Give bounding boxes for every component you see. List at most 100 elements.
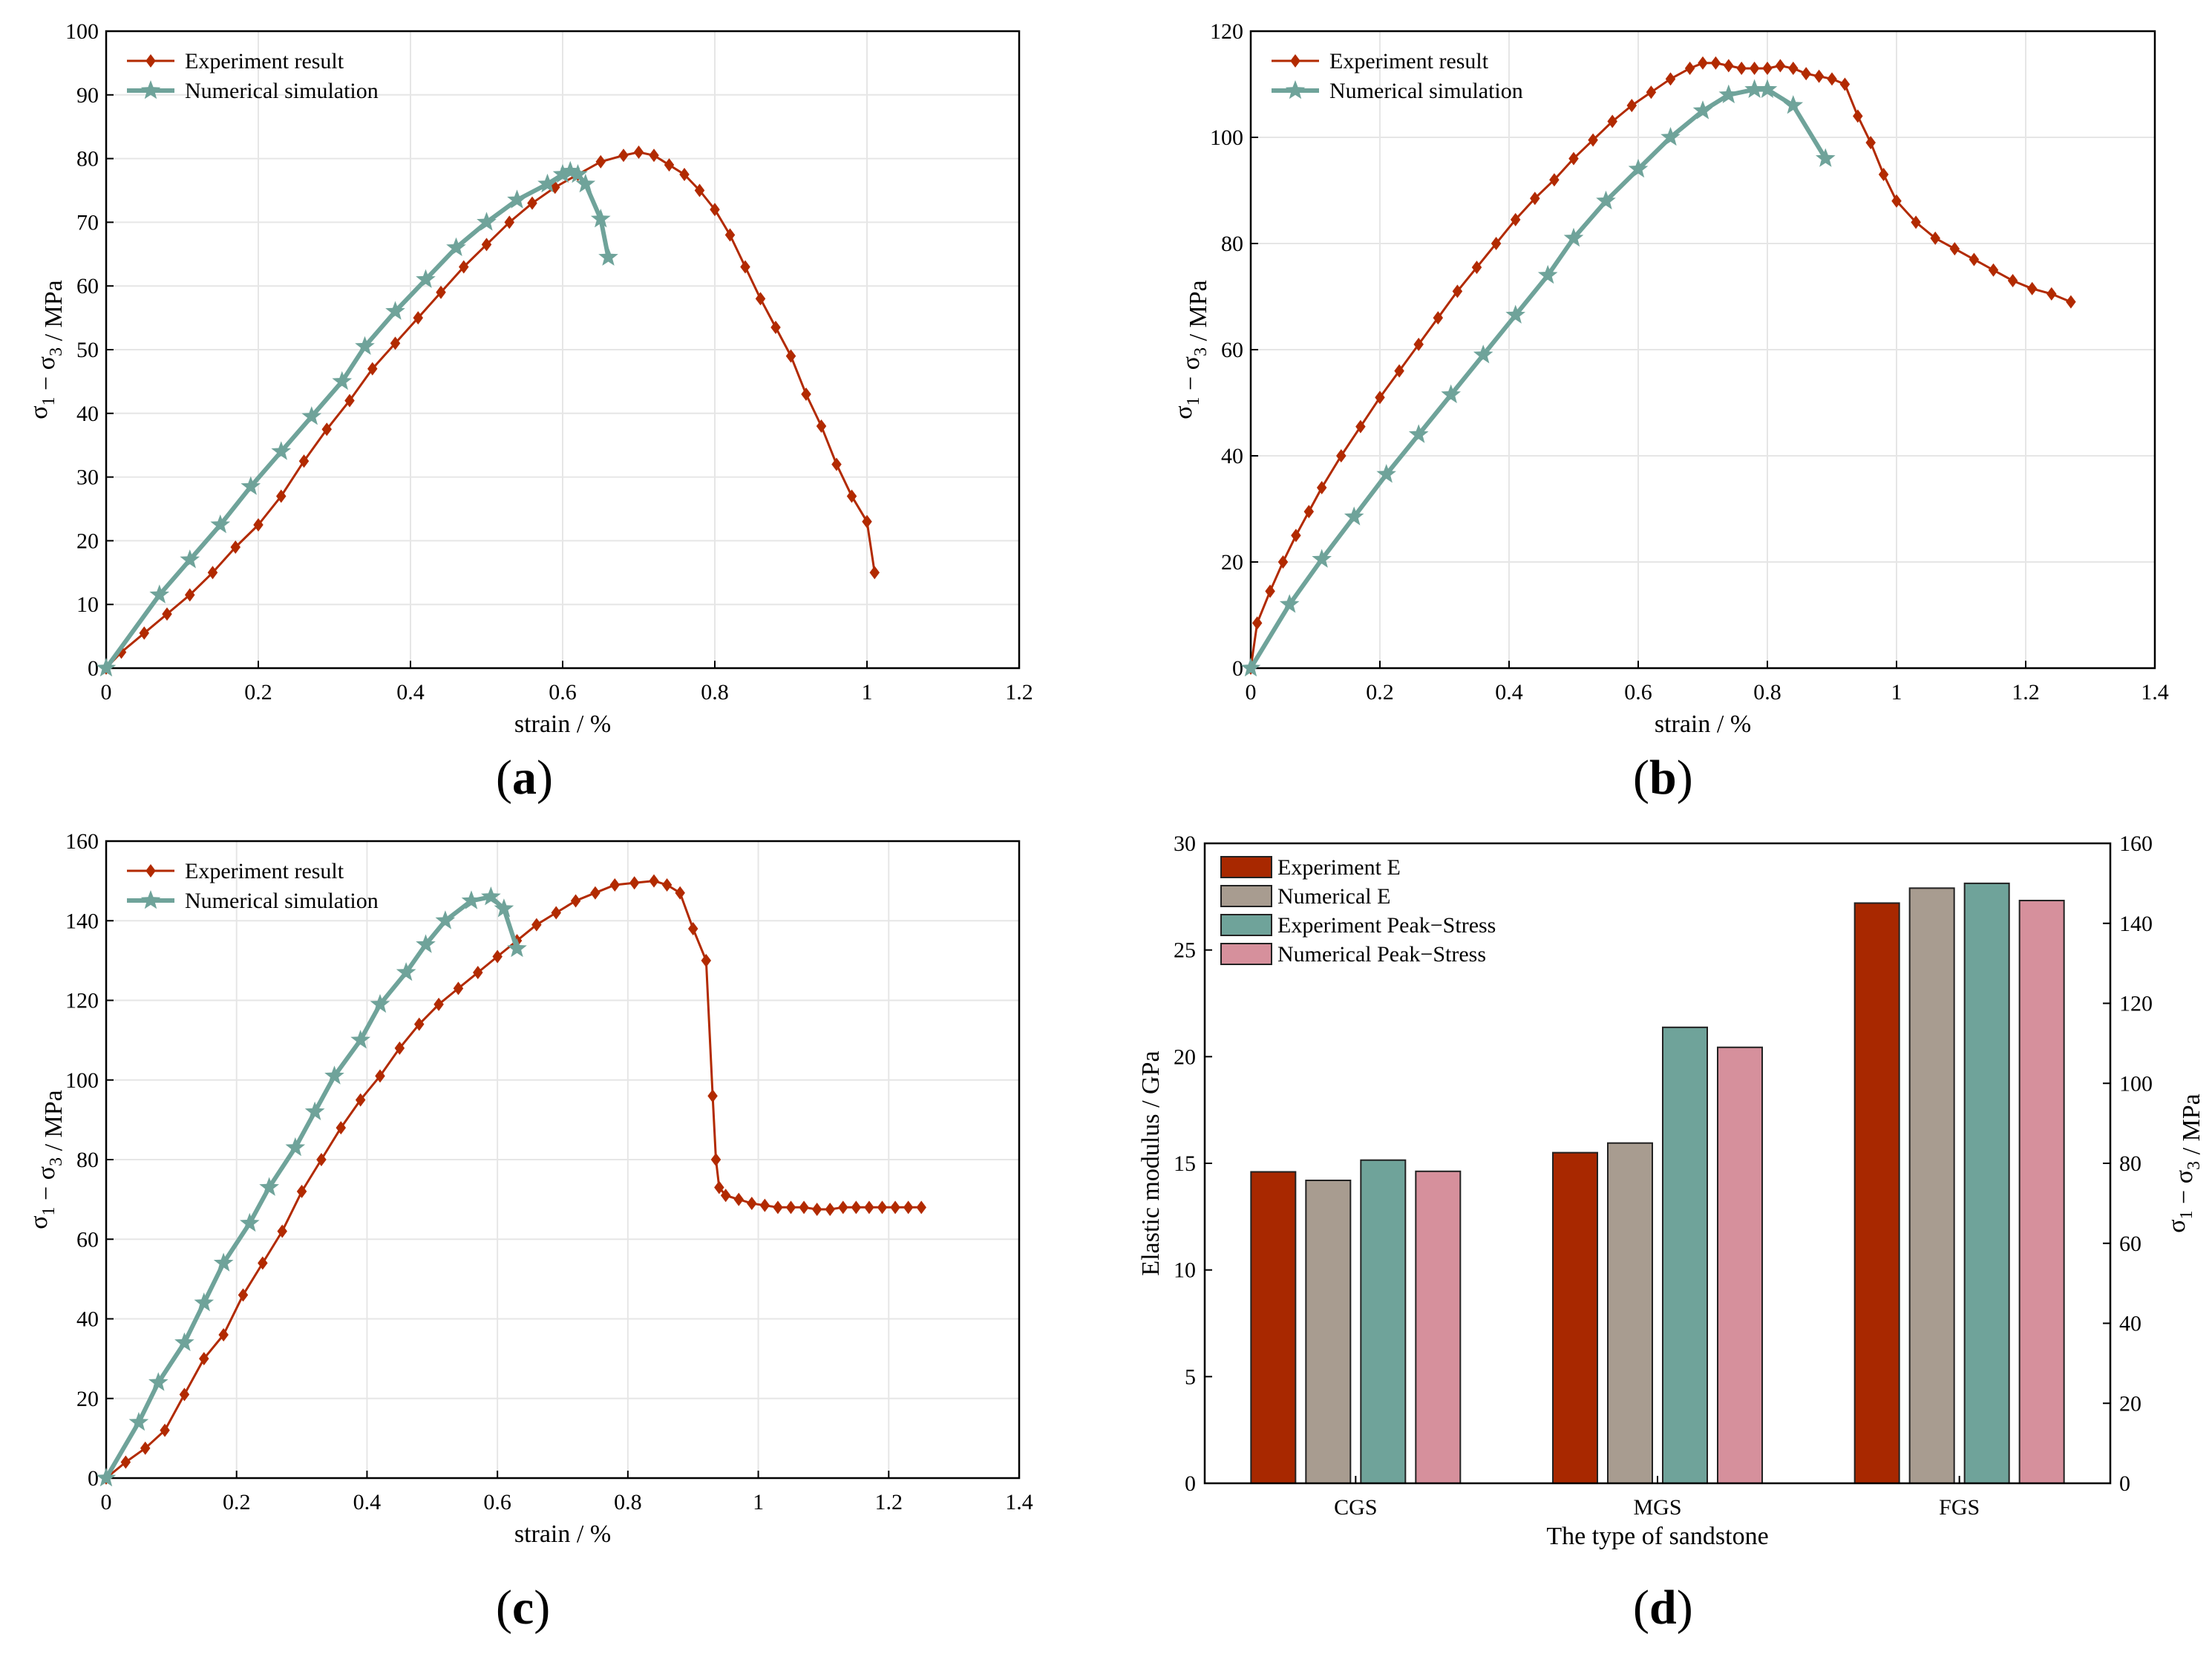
experiment-point: [1930, 231, 1940, 245]
bar-experiment-peak-stress: [1963, 882, 2010, 1484]
simulation-point: [1563, 227, 1584, 247]
y-tick-label: 30: [76, 465, 99, 490]
experiment-point: [199, 1352, 209, 1366]
experiment-point: [1698, 56, 1708, 70]
simulation-point: [481, 886, 501, 906]
bar-numerical-e: [1607, 1142, 1653, 1485]
panel-a-line-chart: 0 0.2 0.4 0.6 0.8 1 1.2 0 10 20 30 40 50 60 70 80 90 100 E…: [25, 19, 1033, 738]
x-tick-label: 0.4: [396, 680, 425, 705]
simulation-point: [1441, 384, 1461, 404]
x-axis-label: The type of sandstone: [1546, 1523, 1768, 1550]
x-tick-label: 1: [753, 1490, 764, 1514]
y-tick-label: 0: [88, 656, 99, 681]
panel-c-line-chart: 0 0.2 0.4 0.6 0.8 1 1.2 1.4 0 20 40 60 80 100 120 140 16…: [25, 829, 1033, 1548]
experiment-point: [1724, 59, 1734, 73]
caption-a: (a): [496, 751, 553, 805]
y-tick-label: 160: [65, 829, 99, 854]
experiment-point: [459, 260, 469, 274]
simulation-point: [1757, 79, 1778, 98]
x-axis-label: strain / %: [1655, 710, 1751, 738]
simulation-point: [1816, 148, 1836, 167]
experiment-point: [694, 183, 705, 197]
bar-numerical-e: [1305, 1179, 1352, 1485]
experiment-point: [1710, 56, 1721, 70]
experiment-point: [1568, 151, 1579, 166]
experiment-point: [701, 953, 712, 967]
y-tick-label: 0: [1185, 1471, 1196, 1496]
y-axis-label: σ1 − σ3 / MPa: [25, 280, 68, 419]
simulation-point: [507, 189, 527, 209]
y-right-tick-label: 80: [2119, 1151, 2141, 1176]
experiment-point: [504, 215, 514, 229]
y-tick-label: 0: [88, 1466, 99, 1491]
x-tick-label: 1: [862, 680, 873, 705]
experiment-point: [629, 876, 640, 890]
experiment-point: [433, 997, 444, 1011]
legend-label: Numerical simulation: [185, 889, 379, 913]
x-tick-label: 0: [101, 680, 112, 705]
experiment-point: [916, 1200, 926, 1215]
plot-frame: [1203, 842, 2112, 1485]
simulation-point: [128, 1411, 149, 1431]
experiment-point: [1491, 237, 1502, 250]
experiment-point: [1394, 364, 1404, 378]
simulation-point: [240, 1212, 260, 1232]
experiment-point: [1749, 62, 1760, 76]
simulation-point: [598, 246, 618, 266]
experiment-point: [707, 1089, 718, 1103]
simulation-point: [350, 1030, 370, 1049]
simulation-point: [324, 1065, 344, 1085]
experiment-point: [1303, 505, 1315, 519]
experiment-point: [1891, 194, 1902, 208]
experiment-point: [218, 1327, 229, 1341]
experiment-point: [355, 1093, 366, 1107]
experiment-point: [185, 588, 195, 602]
experiment-point: [1471, 261, 1482, 275]
legend-label: Experiment result: [185, 49, 344, 73]
numerical-simulation-line: [104, 169, 611, 670]
simulation-point: [575, 173, 596, 193]
experiment-point: [296, 1184, 307, 1198]
simulation-point: [552, 164, 573, 183]
y-tick-label: 50: [76, 338, 99, 362]
experiment-point: [633, 146, 644, 160]
experiment-point: [394, 1041, 405, 1055]
simulation-point: [1408, 424, 1429, 443]
experiment-point: [877, 1200, 888, 1215]
experiment-point: [1251, 616, 1263, 630]
y-tick-label: 15: [1174, 1151, 1196, 1176]
experiment-point: [773, 1200, 783, 1215]
legend-swatch: [1220, 914, 1272, 936]
simulation-point: [285, 1137, 306, 1157]
simulation-point: [301, 406, 322, 425]
experiment-point: [755, 292, 766, 306]
experiment-point: [1839, 77, 1851, 91]
legend-label: Numerical E: [1277, 884, 1390, 909]
experiment-point: [1988, 263, 1999, 277]
experiment-point: [2066, 295, 2076, 309]
experiment-point: [1827, 72, 1837, 86]
experiment-point: [831, 457, 842, 471]
x-tick-label: 0.6: [1624, 680, 1652, 705]
y-right-tick-label: 60: [2119, 1232, 2141, 1256]
y-tick-label: 60: [76, 274, 99, 298]
experiment-point: [1911, 215, 1921, 229]
y-tick-label: 10: [76, 592, 99, 617]
y-tick-label: 10: [1174, 1258, 1196, 1283]
simulation-point: [149, 584, 170, 604]
x-tick-label: 0: [1246, 680, 1257, 705]
experiment-point: [1265, 584, 1275, 598]
experiment-point: [1452, 284, 1463, 298]
x-tick-label: 0.8: [614, 1490, 642, 1514]
experiment-point: [344, 393, 355, 408]
experiment-point: [649, 874, 659, 888]
y-tick-label: 60: [76, 1227, 99, 1252]
y-tick-label: 20: [76, 1387, 99, 1411]
experiment-point: [230, 540, 240, 554]
experiment-point: [375, 1069, 385, 1083]
experiment-point: [675, 886, 685, 900]
experiment-point: [277, 1224, 287, 1238]
simulation-point: [304, 1101, 325, 1120]
simulation-point: [1718, 84, 1739, 104]
bar-experiment-e: [1250, 1171, 1297, 1484]
